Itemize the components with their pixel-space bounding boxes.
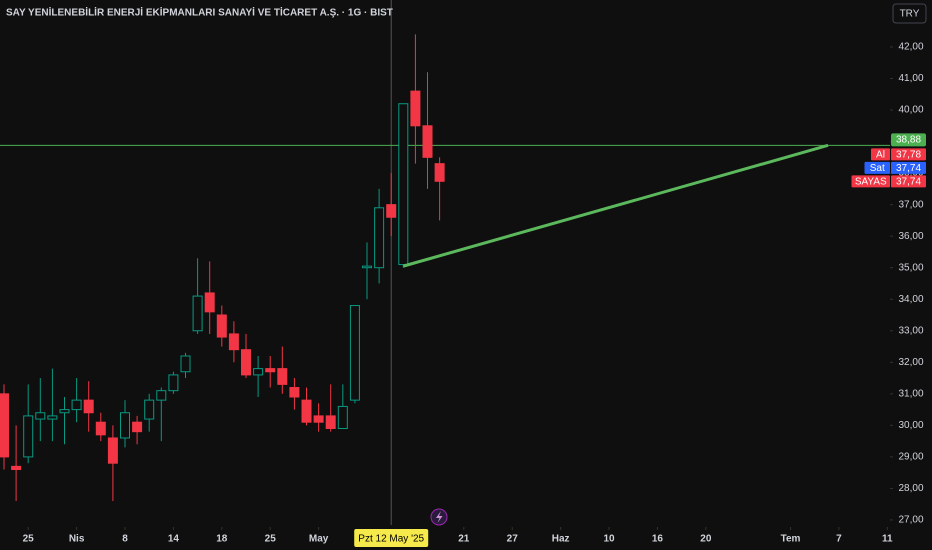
order-name-badge [871, 148, 890, 161]
candle-body [107, 437, 118, 464]
candle-body [228, 333, 239, 351]
candle-body [289, 387, 300, 398]
order-value-badge [891, 148, 926, 161]
candle-body [204, 292, 215, 313]
y-tick-label: 41,00 [898, 73, 923, 84]
order-name-badge [864, 161, 890, 174]
candle-body [11, 465, 22, 471]
candle-body [337, 405, 348, 430]
order-value-badge [891, 175, 926, 188]
x-tick-label: 25 [265, 534, 277, 545]
x-tick-label: 8 [122, 534, 128, 545]
candle-body [265, 368, 276, 373]
candle-body [241, 349, 252, 376]
crosshair-badge [354, 529, 429, 547]
order-value: 37,78 [896, 150, 921, 161]
candle-body [398, 103, 409, 266]
currency-button[interactable] [892, 3, 927, 24]
candle-body [132, 421, 143, 433]
y-tick-label: 34,00 [898, 294, 923, 305]
x-tick-label: Tem [781, 534, 801, 545]
x-tick-label: 27 [507, 534, 519, 545]
x-tick-label: Nis [69, 534, 85, 545]
candle-body [434, 163, 445, 182]
candle-body [349, 305, 360, 401]
candle-body [277, 368, 288, 385]
candle-body [216, 314, 227, 338]
candle-body [156, 390, 167, 401]
candle-body [192, 295, 203, 332]
price-badge [891, 133, 926, 147]
candle-body [144, 399, 155, 420]
candle-body [313, 415, 324, 423]
candle-body [0, 393, 9, 458]
x-tick-label: 14 [168, 534, 180, 545]
price-badge-label: 38,88 [896, 135, 921, 146]
order-name: Al [876, 150, 885, 161]
candle-body [71, 399, 82, 411]
y-tick-label: 29,00 [898, 452, 923, 463]
order-value: 37,74 [896, 163, 921, 174]
y-tick-label: 27,00 [898, 515, 923, 526]
y-tick-label: 30,00 [898, 420, 923, 431]
y-tick-label: 32,00 [898, 357, 923, 368]
candle-body [301, 399, 312, 423]
x-tick-label: May [309, 534, 329, 545]
order-name: Sat [870, 163, 885, 174]
y-tick-label: 31,00 [898, 388, 923, 399]
candle-body [422, 125, 433, 158]
candle-body [325, 415, 336, 430]
trendline [402, 143, 829, 268]
x-tick-label: 21 [458, 534, 470, 545]
event-icon[interactable] [430, 508, 448, 526]
y-tick-label: 35,00 [898, 262, 923, 273]
candle-body [59, 409, 70, 414]
x-tick-label: 16 [652, 534, 664, 545]
order-value: 37,74 [896, 177, 921, 188]
candle-body [95, 421, 106, 436]
candle-body [35, 412, 46, 420]
candle-body [253, 368, 264, 376]
y-tick-label: 40,00 [898, 105, 923, 116]
order-name: SAYAS [855, 177, 887, 188]
x-tick-label: 11 [882, 534, 893, 545]
x-tick-label: Haz [552, 534, 570, 545]
crosshair-label: Pzt 12 May '25 [358, 534, 424, 545]
x-tick-label: 25 [23, 534, 35, 545]
y-tick-label: 28,00 [898, 483, 923, 494]
y-tick-label: 33,00 [898, 325, 923, 336]
candle-body [410, 90, 421, 127]
candle-body [374, 207, 385, 269]
chart-title: SAY YENİLENEBİLİR ENERJİ EKİPMANLARI SAN… [6, 6, 393, 19]
candle-body [47, 415, 58, 420]
x-tick-label: 10 [603, 534, 615, 545]
candle-body [168, 374, 179, 392]
candle-body [23, 415, 34, 458]
order-name-badge [851, 175, 890, 188]
candle-body [119, 412, 130, 439]
currency[interactable]: TRY [900, 9, 920, 20]
order-value-badge [891, 161, 926, 174]
candle-body [362, 265, 373, 269]
candle-body [386, 204, 397, 218]
x-tick-label: 20 [700, 534, 712, 545]
candle-body [180, 355, 191, 373]
candle-body [83, 399, 94, 414]
lightning[interactable] [436, 511, 443, 523]
y-tick-label: 36,00 [898, 231, 923, 242]
x-tick-label: 7 [836, 534, 842, 545]
x-tick-label: 18 [216, 534, 228, 545]
y-tick-label: 37,00 [898, 199, 923, 210]
y-tick-label: 42,00 [898, 42, 923, 53]
